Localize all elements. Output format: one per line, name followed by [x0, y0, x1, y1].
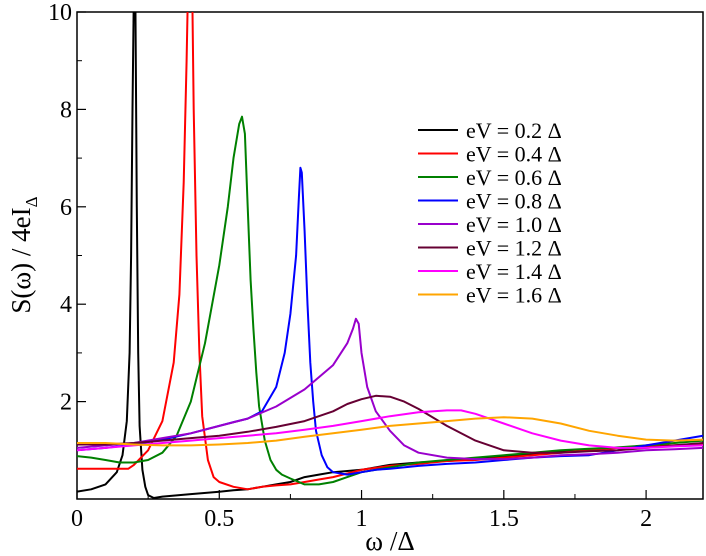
x-tick-label: 2	[640, 506, 652, 532]
x-axis-title: ω /Δ	[365, 526, 414, 556]
y-tick-label: 8	[60, 97, 72, 123]
x-tick-label: 1	[356, 506, 368, 532]
series-line-6	[77, 394, 703, 454]
series-line-8	[77, 416, 703, 447]
x-tick-label: 0.5	[204, 506, 234, 532]
series-line-1	[77, 12, 703, 499]
legend: eV = 0.2 ΔeV = 0.4 ΔeV = 0.6 ΔeV = 0.8 Δ…	[418, 118, 562, 308]
x-tick-label: 0	[71, 506, 83, 532]
legend-label: eV = 0.2 Δ	[466, 118, 562, 143]
y-tick-label: 6	[60, 195, 72, 221]
series-line-5	[77, 317, 703, 461]
y-axis-title-subscript: Δ	[22, 196, 41, 207]
legend-label: eV = 1.4 Δ	[466, 259, 562, 284]
series-line-4	[77, 166, 703, 476]
y-axis-title-main: S(ω) / 4eI	[6, 207, 36, 313]
legend-label: eV = 0.8 Δ	[466, 189, 562, 214]
series-line-2	[77, 12, 703, 491]
y-tick-label: 2	[60, 390, 72, 416]
y-tick-label: 4	[60, 292, 72, 318]
y-axis-title: S(ω) / 4eIΔ	[6, 196, 41, 313]
x-tick-label: 1.5	[489, 506, 519, 532]
legend-label: eV = 1.6 Δ	[466, 283, 562, 308]
legend-label: eV = 1.2 Δ	[466, 236, 562, 261]
legend-label: eV = 1.0 Δ	[466, 212, 562, 237]
series-lines	[77, 12, 703, 499]
legend-label: eV = 0.6 Δ	[466, 165, 562, 190]
series-line-7	[77, 409, 703, 452]
y-tick-label: 10	[48, 0, 72, 26]
legend-label: eV = 0.4 Δ	[466, 142, 562, 167]
